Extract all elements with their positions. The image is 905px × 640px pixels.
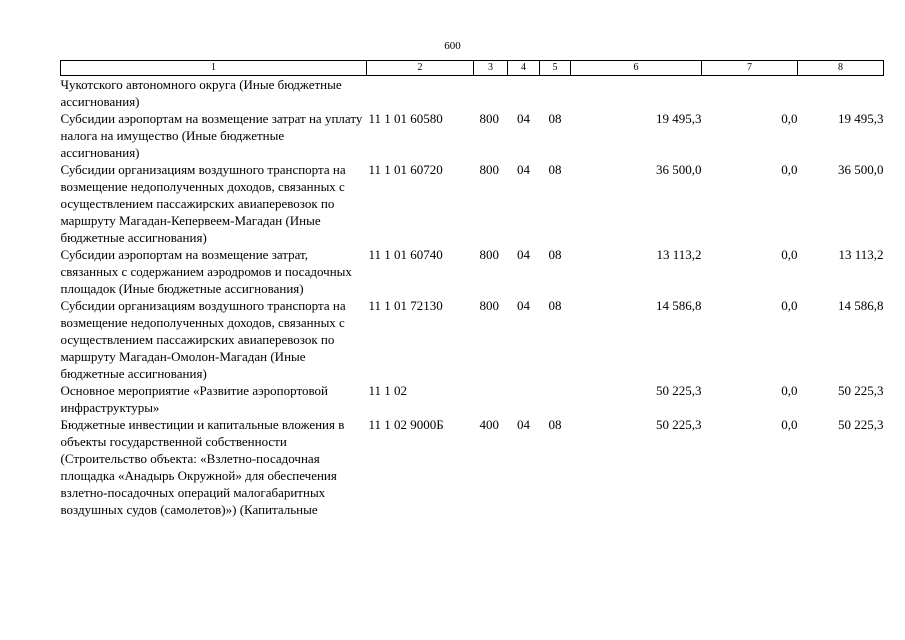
row-section: 04 [517,162,530,177]
row-subsection: 08 [548,417,562,432]
row-code: 11 1 01 60740 [368,247,443,262]
row-subsection [540,382,571,416]
column-number-3: 3 [473,60,508,76]
row-code: 11 1 02 9000Б [368,417,444,432]
page-number: 600 [444,40,461,52]
row-code: 11 1 02 [368,383,408,398]
row-expense-type: 400 [479,417,500,432]
row-section [508,76,540,111]
row-value-8: 19 495,3 [838,111,884,126]
row-name: Основное мероприятие «Развитие аэропорто… [60,383,328,415]
column-number-1: 1 [60,60,367,76]
row-value-8: 50 225,3 [838,417,884,432]
row-subsection: 08 [548,162,562,177]
row-name: Субсидии аэропортам на возмещение затрат… [60,247,352,296]
row-expense-type: 800 [479,162,500,177]
row-subsection: 08 [548,298,562,313]
column-number-2: 2 [366,60,474,76]
table-row: Основное мероприятие «Развитие аэропорто… [61,382,884,416]
table-row: Субсидии организациям воздушного транспо… [61,161,884,246]
column-number-4: 4 [507,60,540,76]
row-code: 11 1 01 72130 [368,298,443,313]
row-value-6: 14 586,8 [656,298,702,313]
column-number-8: 8 [797,60,884,76]
row-expense-type [474,76,508,111]
row-value-6: 36 500,0 [656,162,702,177]
budget-table: 1 2 3 4 5 6 7 8 Чукотского автономного о… [60,60,884,518]
row-code: 11 1 01 60580 [368,111,443,126]
column-number-6: 6 [570,60,702,76]
row-value-6: 50 225,3 [656,417,702,432]
row-value-7: 0,0 [781,383,798,398]
table-row: Субсидии аэропортам на возмещение затрат… [61,110,884,161]
row-value-7 [702,76,798,111]
row-subsection: 08 [548,111,562,126]
row-section: 04 [517,111,530,126]
row-value-6: 19 495,3 [656,111,702,126]
table-row: Субсидии аэропортам на возмещение затрат… [61,246,884,297]
row-value-8: 50 225,3 [838,383,884,398]
row-value-7: 0,0 [781,247,798,262]
row-code [367,76,474,111]
row-subsection [540,76,571,111]
row-name: Субсидии организациям воздушного транспо… [60,162,346,245]
row-section: 04 [517,417,530,432]
row-name: Бюджетные инвестиции и капитальные вложе… [60,417,345,517]
row-value-7: 0,0 [781,417,798,432]
row-value-7: 0,0 [781,111,798,126]
row-section: 04 [517,247,530,262]
row-section [508,382,540,416]
row-name: Субсидии организациям воздушного транспо… [60,298,346,381]
row-name: Чукотского автономного округа (Иные бюдж… [60,77,342,109]
row-value-6 [571,76,702,111]
table-row: Бюджетные инвестиции и капитальные вложе… [61,416,884,518]
row-expense-type [474,382,508,416]
row-value-8: 13 113,2 [838,247,884,262]
table-row: Чукотского автономного округа (Иные бюдж… [61,76,884,111]
row-expense-type: 800 [479,111,500,126]
column-number-7: 7 [701,60,798,76]
row-value-6: 50 225,3 [656,383,702,398]
column-number-5: 5 [539,60,571,76]
row-value-6: 13 113,2 [656,247,702,262]
row-value-7: 0,0 [781,298,798,313]
row-subsection: 08 [548,247,562,262]
row-value-7: 0,0 [781,162,798,177]
row-expense-type: 800 [479,298,500,313]
table-row: Субсидии организациям воздушного транспо… [61,297,884,382]
row-section: 04 [517,298,530,313]
column-number-header-row: 1 2 3 4 5 6 7 8 [60,60,884,76]
row-value-8: 36 500,0 [838,162,884,177]
row-expense-type: 800 [479,247,500,262]
row-value-8: 14 586,8 [838,298,884,313]
row-name: Субсидии аэропортам на возмещение затрат… [60,111,363,160]
row-code: 11 1 01 60720 [368,162,443,177]
row-value-8 [798,76,884,111]
